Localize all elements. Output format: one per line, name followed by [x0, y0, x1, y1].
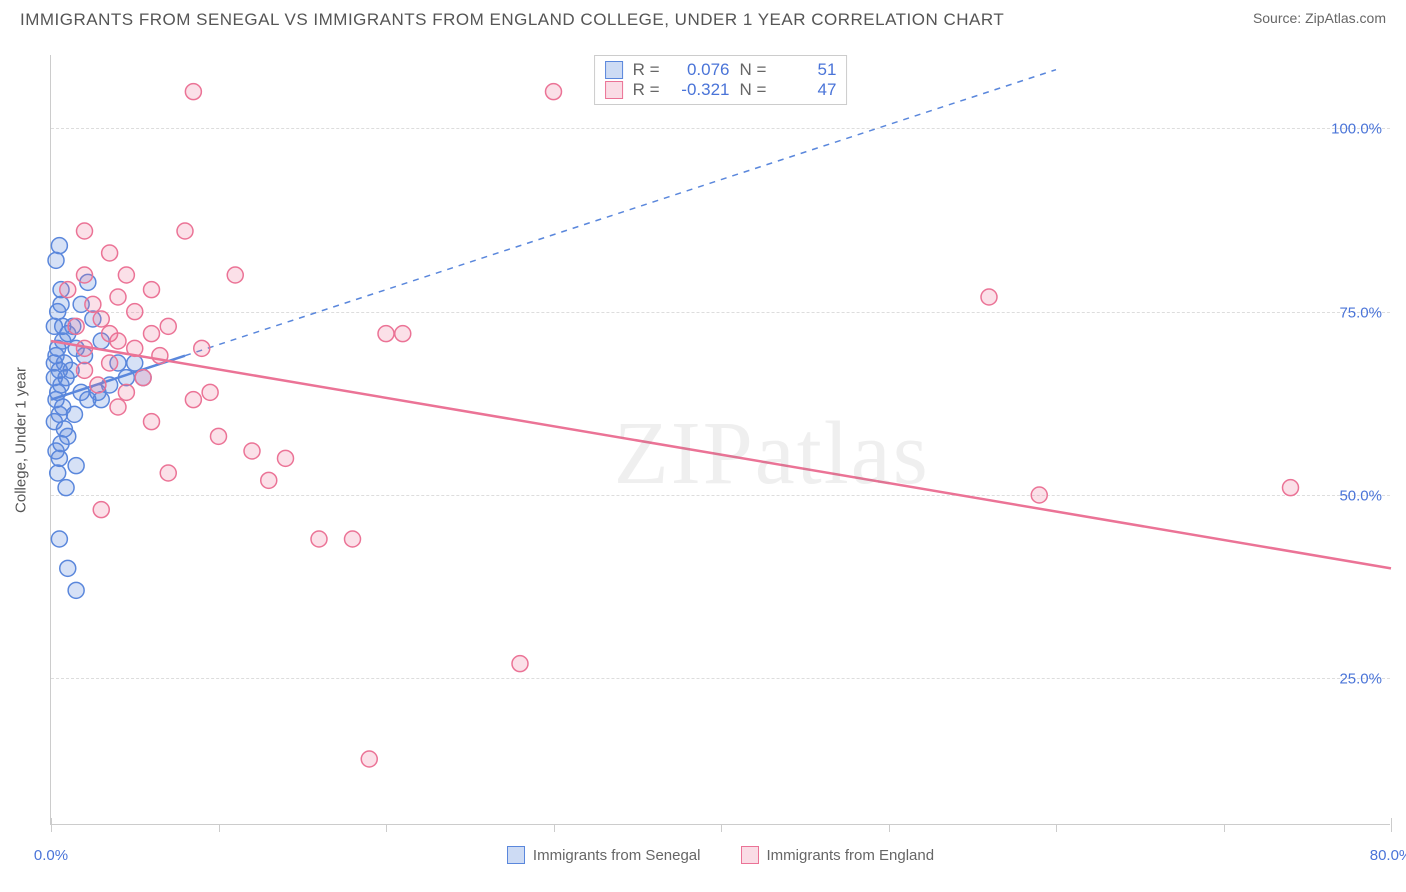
data-point [68, 582, 84, 598]
data-point [60, 560, 76, 576]
data-point [66, 406, 82, 422]
data-point [102, 355, 118, 371]
n-value-senegal: 51 [776, 60, 836, 80]
trend-line-extrapolated [185, 70, 1056, 356]
data-point [77, 362, 93, 378]
legend-label-senegal: Immigrants from Senegal [533, 847, 701, 864]
data-point [261, 472, 277, 488]
data-point [546, 84, 562, 100]
chart-plot-area: College, Under 1 year 25.0%50.0%75.0%100… [50, 55, 1390, 825]
r-label: R = [633, 60, 660, 80]
data-point [110, 399, 126, 415]
data-point [244, 443, 260, 459]
data-point [395, 326, 411, 342]
chart-title: IMMIGRANTS FROM SENEGAL VS IMMIGRANTS FR… [20, 10, 1004, 30]
r-value-england: -0.321 [670, 80, 730, 100]
data-point [160, 465, 176, 481]
data-point [345, 531, 361, 547]
data-point [46, 355, 62, 371]
data-point [194, 340, 210, 356]
data-point [102, 326, 118, 342]
data-point [177, 223, 193, 239]
data-point [58, 480, 74, 496]
data-point [93, 311, 109, 327]
swatch-icon [507, 846, 525, 864]
data-point [77, 223, 93, 239]
data-point [93, 502, 109, 518]
source-attribution: Source: ZipAtlas.com [1253, 10, 1386, 26]
data-point [1283, 480, 1299, 496]
data-point [278, 450, 294, 466]
legend-item-england: Immigrants from England [741, 846, 935, 864]
data-point [118, 267, 134, 283]
data-point [118, 384, 134, 400]
data-point [135, 370, 151, 386]
swatch-england [605, 81, 623, 99]
legend-row-england: R = -0.321 N = 47 [605, 80, 837, 100]
data-point [77, 267, 93, 283]
n-value-england: 47 [776, 80, 836, 100]
data-point [51, 531, 67, 547]
scatter-plot-svg [51, 55, 1390, 824]
data-point [185, 392, 201, 408]
data-point [1031, 487, 1047, 503]
data-point [50, 465, 66, 481]
data-point [185, 84, 201, 100]
data-point [202, 384, 218, 400]
n-label: N = [740, 80, 767, 100]
r-value-senegal: 0.076 [670, 60, 730, 80]
data-point [51, 238, 67, 254]
data-point [378, 326, 394, 342]
data-point [127, 304, 143, 320]
swatch-senegal [605, 61, 623, 79]
data-point [211, 428, 227, 444]
data-point [512, 656, 528, 672]
legend-item-senegal: Immigrants from Senegal [507, 846, 701, 864]
swatch-icon [741, 846, 759, 864]
data-point [48, 252, 64, 268]
data-point [144, 414, 160, 430]
data-point [60, 282, 76, 298]
data-point [160, 318, 176, 334]
n-label: N = [740, 60, 767, 80]
data-point [144, 326, 160, 342]
y-axis-title: College, Under 1 year [13, 367, 30, 513]
data-point [227, 267, 243, 283]
legend-label-england: Immigrants from England [767, 847, 935, 864]
data-point [90, 377, 106, 393]
data-point [361, 751, 377, 767]
data-point [85, 296, 101, 312]
data-point [311, 531, 327, 547]
data-point [68, 458, 84, 474]
data-point [51, 450, 67, 466]
data-point [144, 282, 160, 298]
data-point [981, 289, 997, 305]
r-label: R = [633, 80, 660, 100]
legend-row-senegal: R = 0.076 N = 51 [605, 60, 837, 80]
data-point [102, 245, 118, 261]
data-point [53, 296, 69, 312]
series-legend: Immigrants from Senegal Immigrants from … [51, 846, 1390, 864]
correlation-legend-box: R = 0.076 N = 51 R = -0.321 N = 47 [594, 55, 848, 105]
data-point [68, 318, 84, 334]
data-point [110, 289, 126, 305]
